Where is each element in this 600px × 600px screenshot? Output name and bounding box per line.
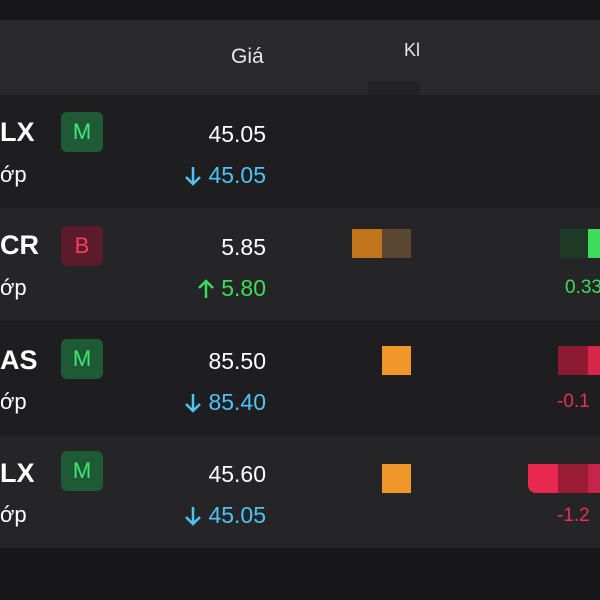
change: -0.1 [557, 391, 590, 412]
up-arrow [198, 278, 215, 298]
exchange: ớp [0, 275, 27, 300]
ref-price: 85.40 [184, 389, 266, 416]
change-bar [588, 464, 600, 493]
badge: M [61, 339, 103, 379]
ticker: AS [0, 345, 38, 375]
ref-value: 45.05 [208, 162, 266, 188]
badge: B [61, 226, 103, 266]
volume-bar [382, 229, 411, 258]
ref-value: 5.80 [221, 275, 266, 301]
ticker: LX [0, 458, 35, 488]
ticker: CR [0, 230, 39, 260]
change-bar [560, 229, 588, 258]
down-arrow [185, 166, 202, 186]
change-bar [588, 229, 600, 258]
change-bar [528, 464, 558, 493]
change: -1.2 [557, 505, 590, 526]
down-arrow [185, 506, 202, 526]
ref-price: 45.05 [184, 502, 266, 529]
down-arrow [185, 393, 202, 413]
exchange: ớp [0, 502, 27, 527]
badge: M [61, 451, 103, 491]
ref-price: 5.80 [197, 275, 266, 302]
change-bar [588, 346, 600, 375]
ref-price: 45.05 [184, 162, 266, 189]
price: 5.85 [221, 234, 266, 260]
price: 45.05 [208, 121, 266, 147]
change-bar [558, 346, 588, 375]
price: 85.50 [208, 348, 266, 374]
change: 0.33 [565, 277, 600, 298]
ticker: LX [0, 117, 35, 147]
volume-bar [352, 229, 382, 258]
price: 45.60 [208, 461, 266, 487]
volume-bar [382, 346, 411, 375]
price-header[interactable]: Giá [231, 45, 264, 68]
volume-header[interactable]: Kl [404, 40, 421, 60]
badge: M [61, 112, 103, 152]
header [0, 20, 600, 95]
volume-bar [382, 464, 411, 493]
exchange: ớp [0, 389, 27, 414]
change-bar [558, 464, 588, 493]
exchange: ớp [0, 162, 27, 187]
ref-value: 45.05 [208, 502, 266, 528]
ref-value: 85.40 [208, 389, 266, 415]
